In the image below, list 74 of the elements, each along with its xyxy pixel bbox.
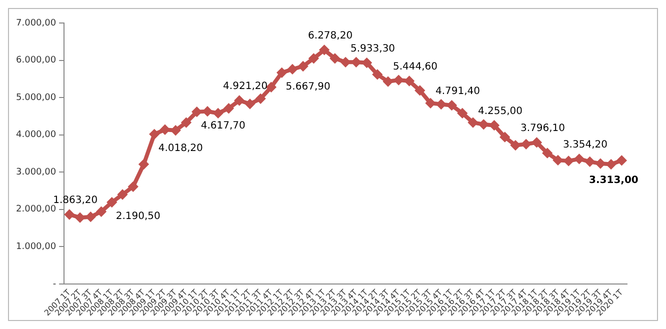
point <box>171 126 180 135</box>
y-tick-label: 5.000,00 <box>16 92 56 103</box>
point <box>107 198 116 207</box>
data-label: 4.018,20 <box>158 142 203 154</box>
point <box>362 58 372 68</box>
data-label: 4.617,70 <box>200 120 246 132</box>
y-tick-label: 6.000,00 <box>16 56 56 66</box>
point <box>202 106 212 116</box>
point <box>139 160 148 169</box>
point <box>266 82 276 92</box>
point <box>564 156 574 166</box>
point <box>458 108 467 118</box>
point <box>64 210 74 219</box>
point <box>76 213 85 222</box>
point <box>468 118 478 128</box>
point <box>479 120 488 129</box>
point <box>160 125 170 134</box>
y-tick-label: 7.000,00 <box>16 18 56 28</box>
data-label: 4.255,00 <box>478 106 522 117</box>
data-label: 2.190,50 <box>116 210 160 222</box>
point <box>394 76 404 85</box>
point <box>490 120 499 130</box>
point <box>500 132 510 142</box>
point <box>510 140 520 150</box>
point <box>245 99 254 108</box>
point <box>150 130 159 139</box>
point <box>352 58 361 67</box>
point <box>320 45 329 54</box>
point <box>404 76 414 86</box>
point <box>574 154 584 164</box>
data-label: 3.354,20 <box>562 140 608 151</box>
point <box>436 100 446 109</box>
point <box>288 64 297 74</box>
point <box>522 140 531 149</box>
point <box>372 70 382 79</box>
point <box>277 68 286 78</box>
data-label: 3.313,00 <box>589 175 638 186</box>
point <box>447 100 456 110</box>
point <box>330 54 340 63</box>
point <box>415 86 424 95</box>
point <box>384 77 393 86</box>
point <box>86 212 96 222</box>
point <box>426 98 436 108</box>
point <box>256 94 266 104</box>
data-label: 4.921,20 <box>223 81 268 92</box>
point <box>214 108 223 118</box>
point <box>617 156 626 165</box>
point <box>298 62 308 71</box>
point <box>224 104 234 113</box>
point <box>192 107 202 116</box>
y-tick-label: 2.000,00 <box>16 204 56 215</box>
y-tick-label: 1.000,00 <box>16 242 56 252</box>
point <box>128 182 138 192</box>
point <box>596 159 605 168</box>
point <box>606 160 616 169</box>
point <box>96 207 106 216</box>
y-tick-label: - <box>52 279 56 290</box>
data-label: 1.863,20 <box>53 195 98 206</box>
point <box>182 118 191 128</box>
data-label: 5.444,60 <box>393 62 438 73</box>
point <box>553 156 562 165</box>
point <box>118 190 127 199</box>
data-label: 4.791,40 <box>435 86 480 97</box>
data-label: 5.933,30 <box>350 43 396 54</box>
y-tick-label: 3.000,00 <box>16 167 56 178</box>
point <box>234 96 244 105</box>
point <box>542 148 552 158</box>
data-label: 3.796,10 <box>520 123 565 134</box>
data-label: 6.278,20 <box>308 30 353 42</box>
data-label: 5.667,90 <box>286 81 330 92</box>
point <box>532 138 542 147</box>
point <box>585 157 594 166</box>
y-tick-label: 4.000,00 <box>16 130 56 140</box>
point <box>309 54 318 63</box>
